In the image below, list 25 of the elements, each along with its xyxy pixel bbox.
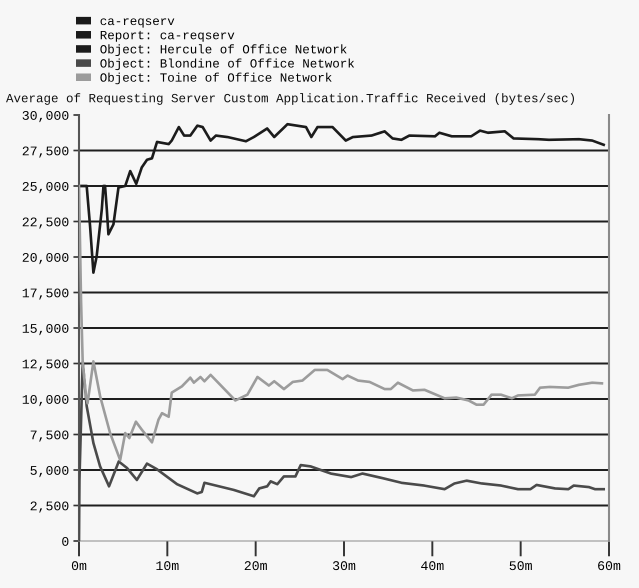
y-tick-label: 10,000 xyxy=(22,394,68,406)
legend-label: Object: Blondine of Office Network xyxy=(100,58,354,70)
legend-label: Object: Toine of Office Network xyxy=(100,72,332,84)
x-tick-label: 50m xyxy=(510,561,532,570)
y-tick-label: 15,000 xyxy=(22,324,68,336)
y-tick-label: 7,500 xyxy=(30,430,68,442)
x-tick-label: 10m xyxy=(156,561,179,570)
y-tick-label: 30,000 xyxy=(22,110,68,122)
x-tick-label: 30m xyxy=(332,561,356,570)
y-tick-label: 2,500 xyxy=(30,501,68,513)
legend-label: Object: Hercule of Office Network xyxy=(100,44,347,56)
x-tick-label: 60m xyxy=(598,561,620,570)
y-tick-label: 0 xyxy=(62,536,68,546)
y-tick-label: 17,500 xyxy=(22,288,68,300)
y-tick-label: 5,000 xyxy=(30,466,68,478)
chart-title: Average of Requesting Server Custom Application.Traffic Received (bytes/sec) xyxy=(6,93,574,105)
legend-title: ca-reqserv Report: ca-reqserv xyxy=(100,18,234,42)
x-tick-label: 40m xyxy=(421,561,444,570)
x-tick-label: 0m xyxy=(72,561,86,570)
y-tick-label: 25,000 xyxy=(22,182,68,194)
y-tick-label: 27,500 xyxy=(22,146,68,158)
y-tick-label: 12,500 xyxy=(22,359,68,371)
x-tick-label: 20m xyxy=(244,561,267,570)
y-tick-label: 20,000 xyxy=(22,252,68,264)
y-tick-label: 22,500 xyxy=(22,217,68,229)
